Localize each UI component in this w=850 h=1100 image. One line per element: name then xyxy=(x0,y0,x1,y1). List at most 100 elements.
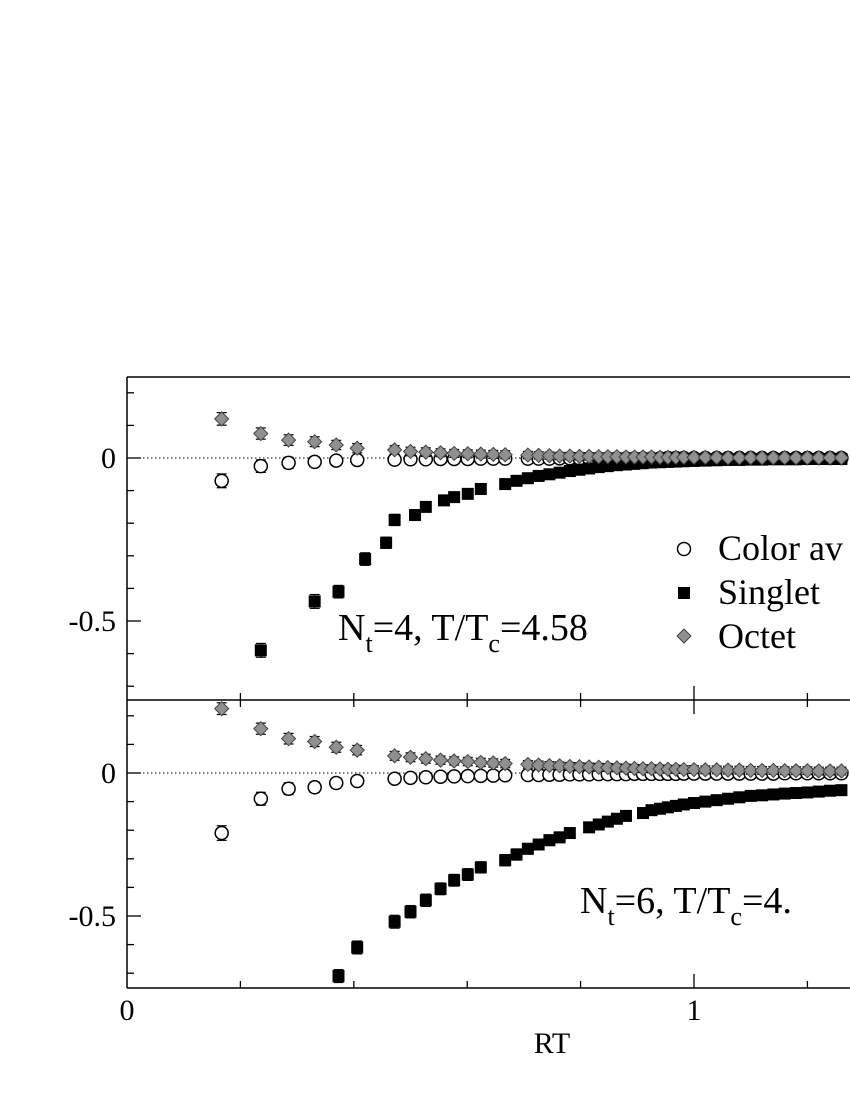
color-averaged-marker xyxy=(281,781,296,796)
octet-marker xyxy=(349,742,365,758)
data-point xyxy=(521,842,534,855)
color-averaged-marker xyxy=(281,455,296,471)
singlet-marker xyxy=(388,513,401,526)
data-point xyxy=(626,760,643,777)
singlet-marker xyxy=(419,894,432,907)
series-color-averaged xyxy=(214,766,849,841)
top-annotation-n: N xyxy=(338,607,365,649)
data-point xyxy=(551,758,568,774)
color-averaged-marker xyxy=(460,768,476,784)
data-point xyxy=(777,763,793,779)
data-point xyxy=(434,882,447,896)
data-point xyxy=(835,784,848,797)
singlet-marker xyxy=(592,461,605,474)
octet-marker xyxy=(765,449,782,466)
series-octet xyxy=(213,411,850,466)
data-point xyxy=(767,788,780,801)
legend-color-averaged-label: Color av xyxy=(718,528,843,568)
data-point xyxy=(811,763,827,779)
x-tick-labels: 0 1 xyxy=(120,994,702,1027)
data-point xyxy=(386,442,403,458)
octet-marker xyxy=(686,449,702,466)
singlet-marker xyxy=(592,818,605,831)
singlet-marker xyxy=(778,787,791,800)
data-point xyxy=(419,500,432,513)
data-point xyxy=(486,768,501,783)
singlet-marker xyxy=(332,585,345,598)
top-annotation-end: =4.58 xyxy=(500,607,588,649)
data-point xyxy=(543,834,556,847)
octet-marker xyxy=(720,449,736,466)
singlet-marker xyxy=(601,460,614,473)
data-point xyxy=(563,465,576,478)
color-averaged-marker xyxy=(433,769,448,784)
octet-marker xyxy=(497,447,513,463)
octet-marker xyxy=(530,447,547,464)
singlet-marker xyxy=(521,842,534,855)
data-point xyxy=(409,509,422,522)
legend-singlet-label: Singlet xyxy=(718,572,820,612)
data-point xyxy=(433,769,448,784)
data-point xyxy=(710,794,723,807)
singlet-marker xyxy=(583,462,596,475)
data-point xyxy=(306,733,323,750)
data-point xyxy=(402,749,419,765)
data-point xyxy=(418,750,434,767)
singlet-marker xyxy=(448,491,461,504)
data-point xyxy=(583,821,596,834)
data-point xyxy=(756,789,769,802)
octet-marker xyxy=(328,437,344,453)
data-point xyxy=(754,449,770,466)
data-point xyxy=(499,478,512,491)
data-point xyxy=(254,642,267,658)
singlet-marker xyxy=(824,784,837,797)
singlet-marker xyxy=(448,874,461,887)
octet-marker xyxy=(551,448,568,464)
singlet-marker xyxy=(437,494,450,507)
data-point xyxy=(553,466,566,479)
data-point xyxy=(332,969,345,984)
data-point xyxy=(553,831,566,844)
top-y-tick-label-0: 0 xyxy=(101,442,116,475)
octet-marker xyxy=(720,762,736,778)
data-point xyxy=(418,770,434,785)
octet-marker xyxy=(811,449,827,466)
octet-marker xyxy=(799,763,816,779)
data-point xyxy=(742,449,759,466)
data-point xyxy=(562,448,578,464)
data-point xyxy=(328,453,344,468)
singlet-marker xyxy=(499,854,512,867)
data-point xyxy=(521,472,534,485)
data-point xyxy=(446,769,462,784)
data-point xyxy=(308,593,321,609)
octet-marker xyxy=(742,762,759,779)
bottom-annotation-sub-c: c xyxy=(730,902,742,931)
bottom-y-tick-label-neg-half: -0.5 xyxy=(69,900,117,933)
singlet-marker xyxy=(359,553,372,566)
data-point xyxy=(677,798,690,811)
top-panel-ticks xyxy=(127,392,809,700)
data-point xyxy=(520,756,536,773)
data-point xyxy=(306,433,323,450)
data-point xyxy=(530,757,547,773)
data-point xyxy=(530,447,547,464)
data-point xyxy=(731,449,748,466)
data-point xyxy=(328,775,344,791)
data-point xyxy=(697,449,714,466)
color-averaged-marker xyxy=(328,775,344,791)
color-averaged-marker xyxy=(253,791,269,806)
octet-marker xyxy=(473,446,489,462)
data-point xyxy=(307,780,322,795)
data-point xyxy=(213,411,230,427)
data-point xyxy=(699,795,712,808)
octet-marker xyxy=(788,449,804,466)
x-tick-label-0: 0 xyxy=(120,994,135,1027)
data-point xyxy=(473,446,489,462)
data-point xyxy=(686,449,702,466)
data-point xyxy=(833,763,850,779)
data-point xyxy=(733,791,746,804)
octet-marker xyxy=(541,757,558,774)
singlet-marker xyxy=(563,827,576,840)
octet-marker xyxy=(402,443,419,460)
data-point xyxy=(349,440,365,456)
